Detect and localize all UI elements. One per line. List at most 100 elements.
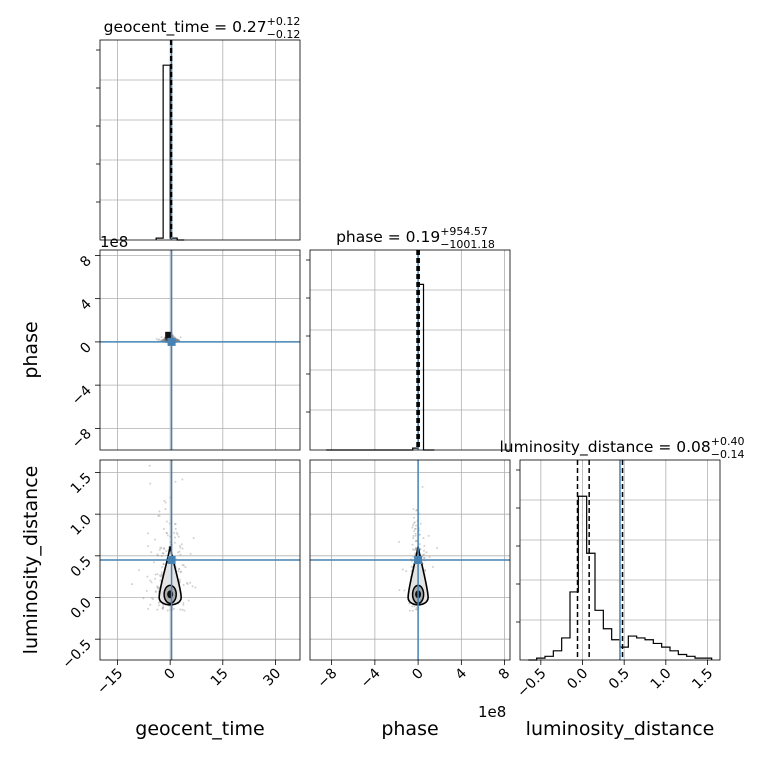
scatter-point (423, 544, 426, 547)
scatter-point (157, 339, 160, 342)
scatter-point (419, 522, 422, 525)
scatter-point (158, 574, 161, 577)
scatter-point (180, 543, 183, 546)
scatter-point (187, 599, 190, 602)
scatter-point (154, 577, 157, 580)
scatter-point (423, 556, 426, 559)
title-luminosity_distance: luminosity_distance = 0.08+0.40 (500, 435, 745, 457)
y-axis-label-phase: phase (20, 321, 42, 378)
scatter-point (427, 534, 430, 537)
scatter-point (423, 549, 426, 552)
panel-frame (309, 249, 511, 451)
scatter-point (419, 548, 422, 551)
scatter-point (162, 552, 165, 555)
scatter-point (401, 568, 404, 571)
title-upper-error: +0.40 (711, 435, 745, 448)
y-tick-label: −8 (69, 426, 95, 452)
x-tick-label: 8 (496, 666, 514, 684)
scatter-point (164, 501, 167, 504)
title-lower-error-geocent_time: −0.12 (267, 28, 301, 41)
y-axis-label-luminosity_distance: luminosity_distance (20, 466, 42, 655)
scatter-point (415, 540, 418, 543)
title-upper-error: +0.12 (267, 15, 301, 28)
x-tick-label: 4 (453, 665, 471, 683)
scatter-point (179, 571, 182, 574)
y-tick-label: 4 (77, 296, 95, 314)
scatter-point (414, 547, 417, 550)
scatter-point (178, 567, 181, 570)
x-tick-label: −4 (358, 665, 384, 691)
scatter-point (137, 569, 140, 572)
scatter-point (147, 607, 150, 610)
scatter-point (411, 524, 414, 527)
scatter-point (161, 607, 164, 610)
title-lower-error-phase: −1001.18 (440, 238, 495, 251)
scatter-point (177, 535, 180, 538)
scatter-point (410, 565, 413, 568)
y-tick-label: 0.0 (68, 595, 95, 622)
x-tick-label: 1.5 (689, 666, 716, 693)
title-phase: phase = 0.19+954.57 (336, 225, 488, 246)
scatter-point (424, 568, 427, 571)
scatter-point (415, 524, 418, 527)
scatter-point (179, 608, 182, 611)
scatter-point (162, 606, 165, 609)
scatter-point (130, 583, 133, 586)
scatter-point (412, 555, 415, 558)
scatter-point (192, 537, 195, 540)
scatter-point (155, 338, 158, 341)
scatter-point (149, 579, 152, 582)
x-tick-label: 0.5 (606, 666, 633, 693)
scatter-point (174, 480, 177, 483)
scatter-point (150, 551, 153, 554)
scatter-point (152, 598, 155, 601)
scatter-point (172, 607, 175, 610)
scatter-point (424, 569, 427, 572)
scatter-point (189, 552, 192, 555)
scatter-point (431, 565, 434, 568)
x-tick-label: 1.0 (648, 666, 675, 693)
scatter-point (161, 565, 164, 568)
scatter-point (157, 601, 160, 604)
scatter-point (182, 603, 185, 606)
scatter-point (160, 336, 163, 339)
scatter-point (163, 499, 166, 502)
scatter-point (154, 573, 157, 576)
density-core (165, 331, 173, 341)
scatter-point (183, 609, 186, 612)
scatter-point (403, 589, 406, 592)
scatter-point (419, 548, 422, 551)
scatter-point (173, 541, 176, 544)
scatter-point (166, 609, 169, 612)
scatter-point (162, 562, 165, 565)
scatter-point (156, 554, 159, 557)
scatter-point (411, 526, 414, 529)
scatter-point (411, 543, 414, 546)
y-tick-label: 0 (77, 339, 95, 357)
scatter-point (411, 609, 414, 612)
x-axis-label-luminosity_distance: luminosity_distance (526, 718, 715, 740)
scatter-point (413, 548, 416, 551)
scatter-point (191, 585, 194, 588)
scatter-point (158, 338, 161, 341)
scatter-point (414, 608, 417, 611)
scatter-point (413, 529, 416, 532)
x-axis-label-phase: phase (381, 718, 438, 740)
scatter-point (179, 336, 182, 339)
scatter-point (181, 608, 184, 611)
title-value: geocent_time = 0.27 (104, 18, 267, 37)
scatter-point (428, 556, 431, 559)
y-tick-label: 1.0 (68, 512, 95, 539)
x-tick-label: −15 (94, 666, 126, 698)
scatter-point (160, 573, 163, 576)
scatter-point (156, 586, 159, 589)
scatter-point (158, 548, 161, 551)
scatter-point (412, 522, 415, 525)
scatter-point (161, 607, 164, 610)
scatter-point (423, 556, 426, 559)
scatter-point (156, 585, 159, 588)
scatter-point (414, 548, 417, 551)
scatter-point (172, 336, 175, 339)
scatter-point (169, 535, 172, 538)
